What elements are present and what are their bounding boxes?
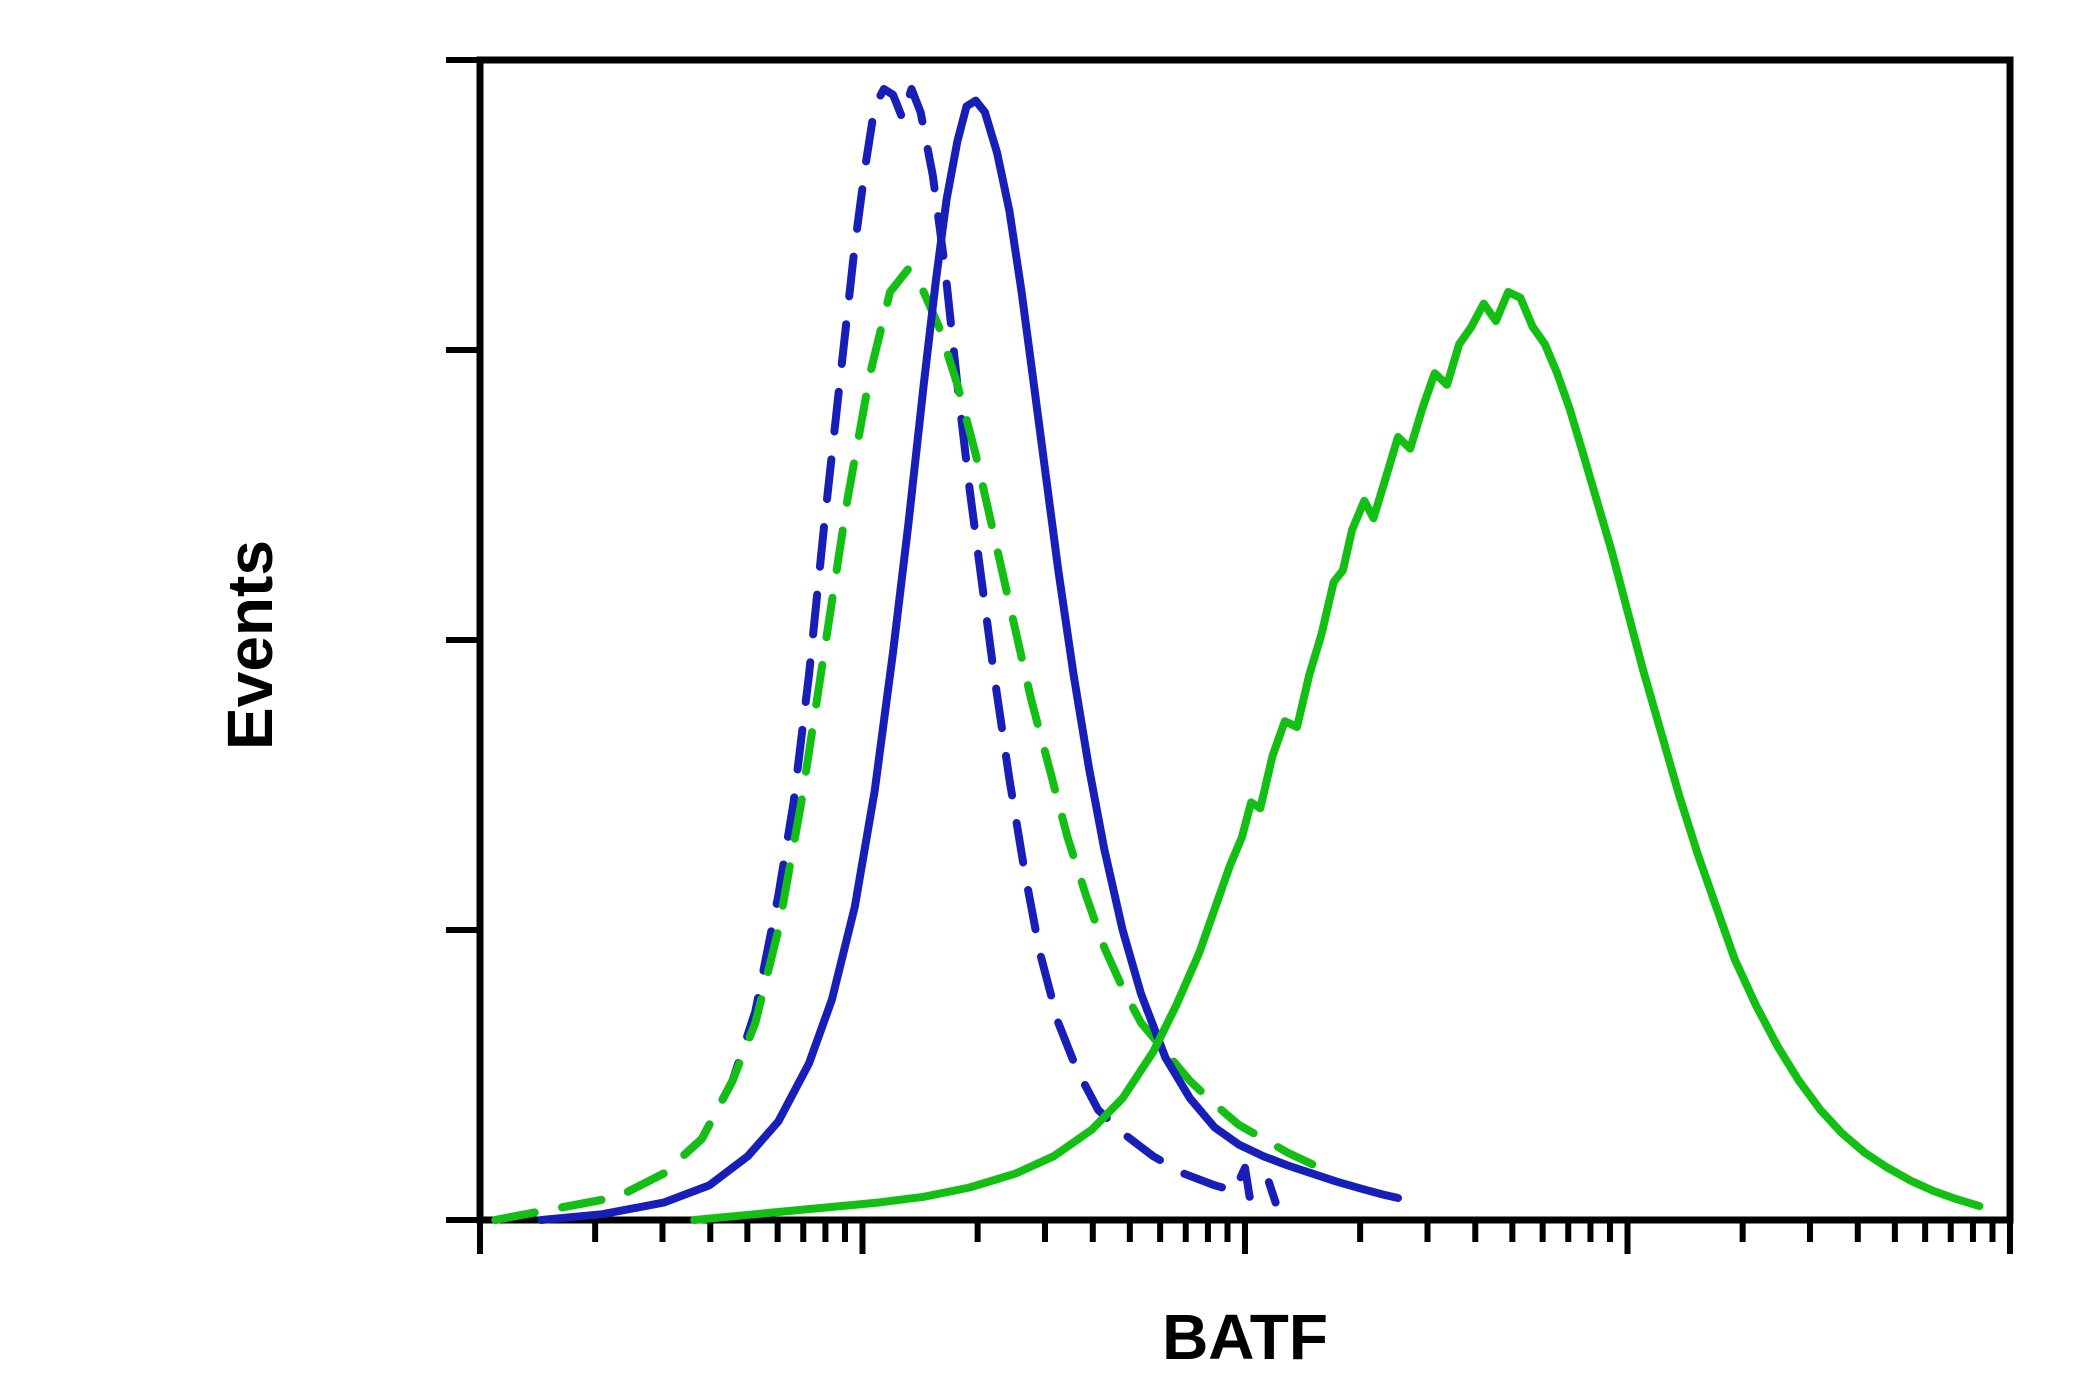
curve-green-dashed xyxy=(495,269,1312,1220)
x-axis-label: BATF xyxy=(480,1300,2010,1374)
curve-green-solid xyxy=(694,292,1979,1220)
flow-cytometry-chart: Events BATF xyxy=(0,0,2080,1400)
curve-blue-solid xyxy=(541,101,1398,1220)
y-axis-label: Events xyxy=(213,495,287,795)
chart-svg xyxy=(0,0,2080,1400)
